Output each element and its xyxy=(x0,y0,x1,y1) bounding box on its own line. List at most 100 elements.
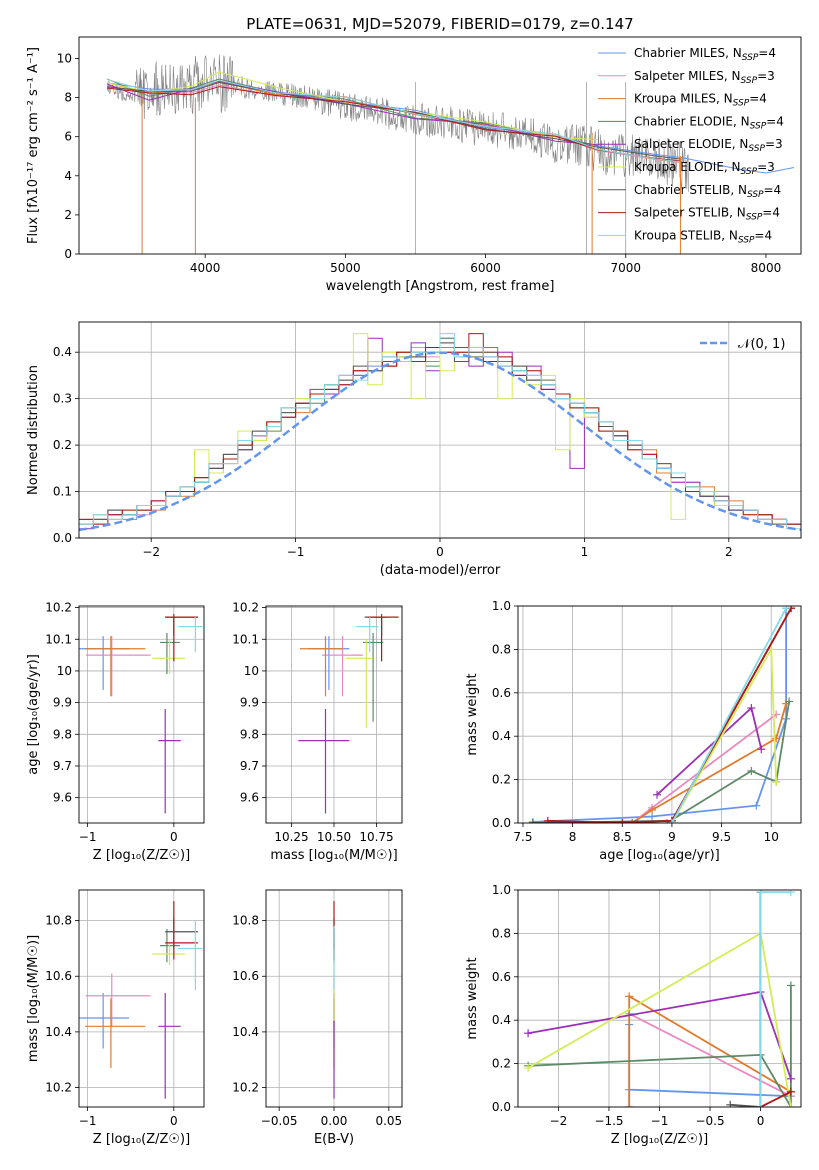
legend-entry-text: Salpeter STELIB, N xyxy=(634,206,746,220)
legend-entry: Salpeter ELODIE, NSSP=3 xyxy=(634,137,783,154)
weight-line xyxy=(631,703,787,823)
y-axis-label: Normed distribution xyxy=(26,365,41,495)
y-tick-label: 10.4 xyxy=(45,1025,72,1039)
x-tick-label: −1.5 xyxy=(594,1114,623,1128)
chart-title: PLATE=0631, MJD=52079, FIBERID=0179, z=0… xyxy=(246,15,633,33)
legend-entry: Chabrier ELODIE, NSSP=4 xyxy=(634,114,784,131)
z_mass-marks xyxy=(79,901,203,1099)
x-tick-label: 9.5 xyxy=(712,830,731,844)
y-tick-label: 9.7 xyxy=(53,759,72,773)
y-tick-label: 9.8 xyxy=(53,727,72,741)
y-tick-label: 0.1 xyxy=(53,485,72,499)
y-tick-label: 0.0 xyxy=(492,816,511,830)
y-tick-label: 0.2 xyxy=(492,1057,511,1071)
legend-entry-sub: SSP xyxy=(742,53,759,63)
y-tick-label: 0.8 xyxy=(492,926,511,940)
y-tick-label: 10.2 xyxy=(45,1081,72,1095)
legend-entry-suffix: =3 xyxy=(757,69,775,83)
legend-entry-suffix: =4 xyxy=(749,92,767,106)
legend-entry-sub: SSP xyxy=(741,76,758,86)
y-tick-label: 10.4 xyxy=(232,1025,259,1039)
y-tick-label: 9.8 xyxy=(240,727,259,741)
weight-line xyxy=(528,985,792,1107)
spectrum-model-line xyxy=(106,81,682,160)
y-tick-label: 0 xyxy=(64,247,72,261)
axes-frame xyxy=(265,605,403,824)
y-tick-label: 10 xyxy=(57,52,72,66)
legend-entry-text: Kroupa STELIB, N xyxy=(634,228,738,242)
y-tick-label: 9.9 xyxy=(240,696,259,710)
legend-entry-suffix: =4 xyxy=(766,114,784,128)
y-tick-label: 2 xyxy=(64,208,72,222)
z_age-marks xyxy=(79,613,203,814)
axes-frame xyxy=(517,889,802,1108)
y-tick-label: 10.1 xyxy=(232,632,259,646)
x-tick-label: 1 xyxy=(581,545,589,559)
legend-entry-text: Salpeter ELODIE, N xyxy=(634,137,748,151)
x-tick-label: 0 xyxy=(757,1114,765,1128)
legend-entry-sub: SSP xyxy=(746,213,763,223)
x-tick-label: 0 xyxy=(436,545,444,559)
x-axis-label: age [log₁₀(age/yr)] xyxy=(599,848,720,863)
y-tick-label: 1.0 xyxy=(492,883,511,897)
weight-line xyxy=(628,1012,792,1098)
y-tick-label: 9.9 xyxy=(53,696,72,710)
y-tick-label: 0.6 xyxy=(492,686,511,700)
y-tick-label: 4 xyxy=(64,169,72,183)
legend-entry-suffix: =3 xyxy=(765,137,783,151)
y-axis-label: Flux [fλ10⁻¹⁷ erg cm⁻² s⁻¹ A⁻¹] xyxy=(26,47,41,244)
x-tick-label: −0.05 xyxy=(261,1114,298,1128)
x-tick-label: 2 xyxy=(725,545,733,559)
legend-entry-sub: SSP xyxy=(738,235,755,245)
axes-frame xyxy=(78,889,205,1108)
x-tick-label: 0.05 xyxy=(375,1114,402,1128)
x-tick-label: −0.5 xyxy=(695,1114,724,1128)
x-tick-label: 7.5 xyxy=(513,830,532,844)
weight-line xyxy=(671,607,787,823)
y-tick-label: 0.2 xyxy=(492,773,511,787)
y-tick-label: 1.0 xyxy=(492,599,511,613)
axes-frame xyxy=(265,889,403,1108)
y-tick-label: 0.0 xyxy=(492,1100,511,1114)
x-tick-label: 8 xyxy=(569,830,577,844)
y-tick-label: 10.2 xyxy=(232,601,259,615)
y-tick-label: 10.1 xyxy=(45,632,72,646)
x-tick-label: 10.25 xyxy=(274,830,308,844)
chart-marks-layer xyxy=(79,54,801,1107)
x-axis-label: mass [log₁₀(M/M☉)] xyxy=(270,848,397,863)
x-tick-label: 6000 xyxy=(470,261,501,275)
x-tick-label: −1 xyxy=(651,1114,669,1128)
y-tick-label: 0.4 xyxy=(492,729,511,743)
x-tick-label: 0.00 xyxy=(321,1114,348,1128)
axes-frame xyxy=(78,605,205,824)
weight-line xyxy=(666,701,790,823)
legend-entry-sub: SSP xyxy=(733,99,750,109)
legend-entry: 𝒩(0, 1) xyxy=(738,337,785,352)
y-tick-label: 9.7 xyxy=(240,759,259,773)
y-tick-label: 10 xyxy=(244,664,259,678)
z_weight-marks xyxy=(524,890,795,1107)
y-tick-label: 9.6 xyxy=(240,791,259,805)
x-axis-label: wavelength [Angstrom, rest frame] xyxy=(326,279,555,294)
spectrum-model-line xyxy=(106,79,682,163)
x-tick-label: 0 xyxy=(170,1114,178,1128)
y-tick-label: 10.8 xyxy=(45,914,72,928)
x-tick-label: 8.5 xyxy=(613,830,632,844)
legend-entry: Kroupa ELODIE, NSSP=3 xyxy=(634,160,775,177)
x-axis-label: Z [log₁₀(Z/Z☉)] xyxy=(611,1132,708,1147)
legend-entry: Salpeter STELIB, NSSP=4 xyxy=(634,206,780,223)
y-tick-label: 0.2 xyxy=(53,438,72,452)
x-axis-label: Z [log₁₀(Z/Z☉)] xyxy=(93,1132,190,1147)
legend-entry: Salpeter MILES, NSSP=3 xyxy=(634,69,775,86)
y-axis-label: mass [log₁₀(M/M☉)] xyxy=(26,935,41,1062)
gaussian-curve xyxy=(79,351,801,532)
legend-entry-sub: SSP xyxy=(750,121,767,131)
legend-entry: Kroupa STELIB, NSSP=4 xyxy=(634,228,772,245)
x-tick-label: 10.50 xyxy=(317,830,351,844)
legend-entry-sub: SSP xyxy=(741,167,758,177)
y-tick-label: 10.6 xyxy=(232,969,259,983)
x-tick-label: 4000 xyxy=(190,261,221,275)
legend-entry-text: Chabrier ELODIE, N xyxy=(634,114,750,128)
legend-entry-text: Kroupa MILES, N xyxy=(634,92,733,106)
